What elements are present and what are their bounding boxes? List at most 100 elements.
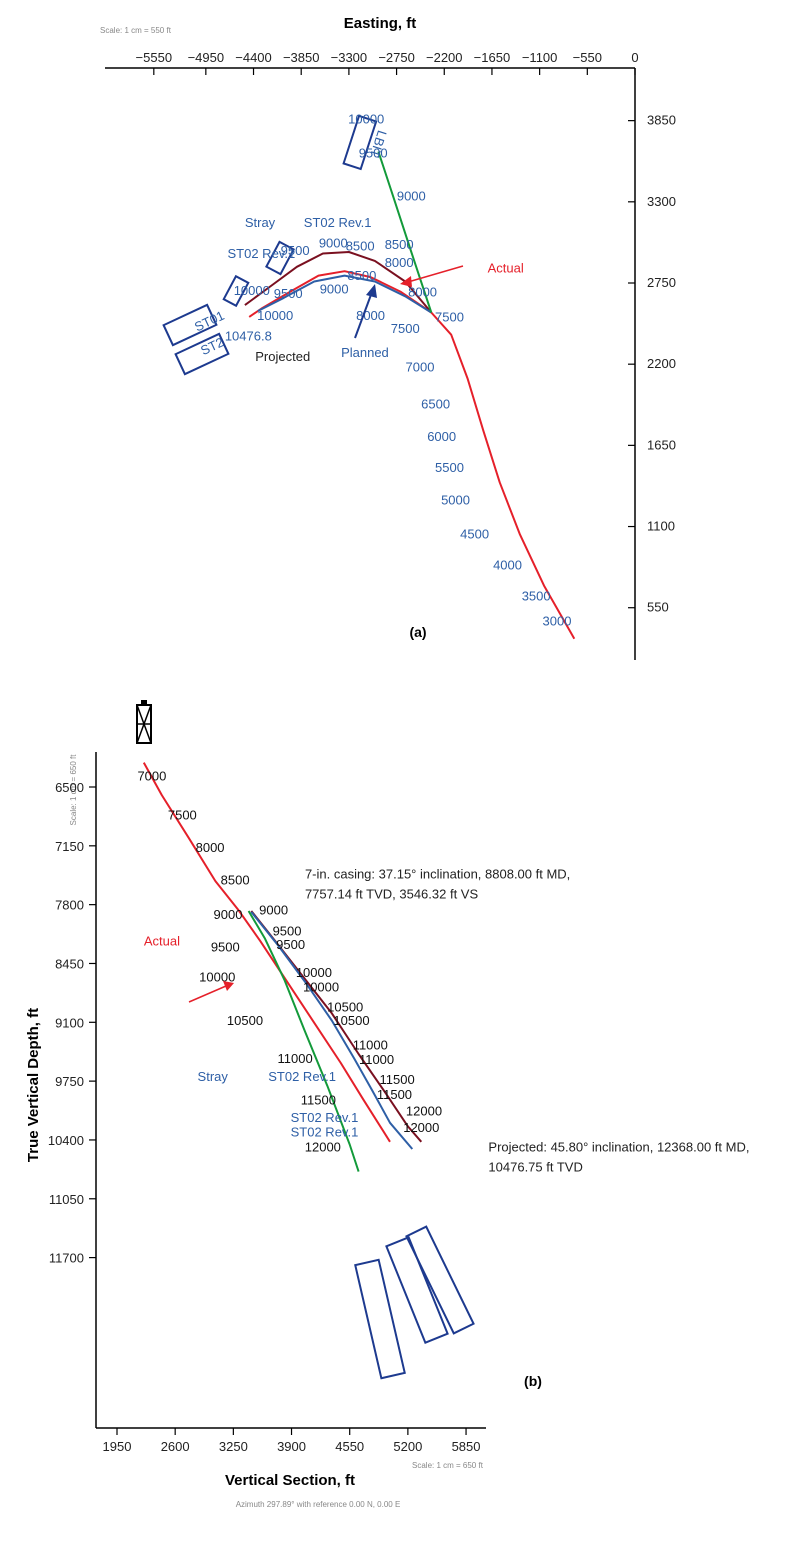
plan-md-label: 8000 bbox=[356, 308, 385, 323]
plan-y-ticks: 550 1100 1650 2200 2750 3300 3850 bbox=[628, 113, 676, 615]
plan-x-tick-label: −2200 bbox=[426, 50, 463, 65]
vs-md-label: 9500 bbox=[276, 937, 305, 952]
vs-md-label: 10500 bbox=[227, 1013, 263, 1028]
vs-md-label: 12000 bbox=[305, 1140, 341, 1155]
vs-y-tick-label: 10400 bbox=[48, 1133, 84, 1148]
vs-y-tick-label: 11700 bbox=[49, 1251, 84, 1266]
plan-x-ticks: −5550 −4950 −4400 −3850 −3300 −2750 −2200 −1650… bbox=[136, 50, 639, 75]
plan-md-label: 8500 bbox=[385, 237, 414, 252]
vs-x-tick-label: 2600 bbox=[161, 1439, 190, 1454]
plan-md-label: 6500 bbox=[421, 396, 450, 411]
vs-md-label: 11000 bbox=[359, 1052, 394, 1067]
vs-panel-label: (b) bbox=[524, 1373, 542, 1389]
vs-md-label: 7500 bbox=[168, 808, 197, 823]
plan-x-tick-label: −550 bbox=[573, 50, 602, 65]
plan-md-label: 8000 bbox=[408, 284, 437, 299]
vs-md-label: 8000 bbox=[196, 840, 225, 855]
target-box-lbit bbox=[342, 114, 378, 171]
vs-series-planned bbox=[250, 911, 414, 1150]
plan-md-label: 5000 bbox=[441, 492, 470, 507]
vs-azimuth-note: Azimuth 297.89° with reference 0.00 N, 0… bbox=[236, 1500, 401, 1509]
plan-x-tick-label: −2750 bbox=[378, 50, 415, 65]
plan-md-label: 9500 bbox=[281, 243, 310, 258]
target-box-st02-small bbox=[222, 274, 250, 308]
plan-md-label: 7000 bbox=[406, 360, 435, 375]
vs-y-tick-label: 9750 bbox=[55, 1074, 84, 1089]
target-box-st01 bbox=[162, 303, 218, 347]
vs-x-tick-label: 3250 bbox=[219, 1439, 248, 1454]
plan-md-label: 9000 bbox=[397, 188, 426, 203]
vs-annotation-actual: Actual bbox=[144, 933, 180, 948]
vs-y-tick-label: 8450 bbox=[55, 956, 84, 971]
vs-y-tick-label: 6500 bbox=[55, 780, 84, 795]
vs-md-label: 11500 bbox=[301, 1093, 336, 1108]
vs-x-tick-label: 4550 bbox=[335, 1439, 364, 1454]
vs-series-stray bbox=[247, 910, 360, 1172]
plan-md-labels: 3000 3500 4000 4500 5000 5500 6000 6500 7000 7500… bbox=[225, 112, 572, 629]
vs-x-axis-title: Vertical Section, ft bbox=[225, 1472, 355, 1489]
plan-y-tick-label: 2750 bbox=[647, 275, 676, 290]
plan-y-tick-label: 550 bbox=[647, 600, 669, 615]
vs-annotation-st02-rev-1: ST02 Rev.1 bbox=[291, 1124, 359, 1139]
plan-md-label: 7500 bbox=[435, 309, 464, 324]
actual-arrow-icon bbox=[400, 265, 464, 287]
plan-annotation-st02-rev-1: ST02 Rev.1 bbox=[228, 246, 296, 261]
vs-y-axis-title: True Vertical Depth, ft bbox=[25, 1008, 42, 1162]
vs-md-label: 9000 bbox=[259, 903, 288, 918]
vs-annotation-7757-14-ft-tvd-3546-32-ft-vs: 7757.14 ft TVD, 3546.32 ft VS bbox=[305, 886, 479, 901]
vs-y-tick-label: 9100 bbox=[55, 1015, 84, 1030]
vs-y-tick-label: 7150 bbox=[55, 839, 84, 854]
plan-y-tick-label: 1650 bbox=[647, 437, 676, 452]
vs-annotation-10476-75-ft-tvd: 10476.75 ft TVD bbox=[488, 1160, 582, 1175]
vs-md-label: 10000 bbox=[199, 970, 235, 985]
vs-md-label: 10000 bbox=[303, 980, 339, 995]
vertical-section-chart: True Vertical Depth, ft Scale: 1 cm = 65… bbox=[25, 700, 749, 1509]
vs-annotations: 7-in. casing: 37.15° inclination, 8808.0… bbox=[144, 866, 750, 1174]
plan-target-boxes bbox=[162, 114, 378, 376]
plan-md-label: 3500 bbox=[522, 588, 551, 603]
plan-md-label: 3000 bbox=[543, 613, 572, 628]
vs-md-label: 9500 bbox=[211, 940, 240, 955]
drilling-rig-icon bbox=[136, 700, 152, 744]
vs-md-label: 10500 bbox=[327, 999, 363, 1014]
plan-series bbox=[244, 151, 576, 640]
plan-series-stray bbox=[377, 151, 433, 313]
plan-x-tick-label: −1650 bbox=[474, 50, 511, 65]
plan-md-label: 9000 bbox=[319, 236, 348, 251]
plan-x-tick-label: −3850 bbox=[283, 50, 320, 65]
vs-md-label: 11500 bbox=[380, 1072, 415, 1087]
plan-x-tick-label: −4400 bbox=[235, 50, 272, 65]
plan-annotation-actual: Actual bbox=[488, 261, 524, 276]
plan-md-label: 9500 bbox=[359, 146, 388, 161]
vs-annotation-st02-rev-1: ST02 Rev.1 bbox=[268, 1069, 336, 1084]
plan-md-label: 8000 bbox=[385, 255, 414, 270]
plan-series-projected bbox=[244, 251, 433, 314]
plan-x-tick-label: −4950 bbox=[188, 50, 225, 65]
vs-y-scale-note: Scale: 1 cm = 650 ft bbox=[69, 754, 78, 826]
plan-y-tick-label: 1100 bbox=[647, 519, 675, 534]
plan-x-tick-label: 0 bbox=[631, 50, 638, 65]
vs-x-tick-label: 1950 bbox=[103, 1439, 132, 1454]
vs-md-label: 7000 bbox=[137, 769, 166, 784]
vs-md-label: 10500 bbox=[333, 1013, 369, 1028]
target-box-st02-rev1 bbox=[265, 240, 295, 276]
vs-md-label: 8500 bbox=[221, 873, 250, 888]
plan-panel-label: (a) bbox=[409, 624, 426, 640]
plan-annotation-projected: Projected bbox=[255, 349, 310, 364]
vs-y-ticks: 6500 7150 7800 8450 9100 9750 10400 11050 11700 bbox=[48, 780, 96, 1266]
vs-x-tick-label: 5850 bbox=[452, 1439, 481, 1454]
vs-md-label: 9500 bbox=[273, 923, 302, 938]
plan-md-label: 4500 bbox=[460, 526, 489, 541]
vs-annotation-stray: Stray bbox=[198, 1069, 229, 1084]
plan-md-label: 5500 bbox=[435, 460, 464, 475]
vs-target-box-stray bbox=[354, 1258, 406, 1380]
vs-x-tick-label: 5200 bbox=[393, 1439, 422, 1454]
planned-arrow-icon bbox=[354, 284, 377, 339]
vs-series-actual bbox=[142, 762, 391, 1143]
plan-annotation-st01: ST01 bbox=[192, 308, 227, 335]
plan-md-label: 10000 bbox=[257, 308, 293, 323]
vs-md-label: 11500 bbox=[377, 1087, 412, 1102]
vs-x-ticks: 1950 2600 3250 3900 4550 5200 5850 bbox=[103, 1428, 481, 1454]
